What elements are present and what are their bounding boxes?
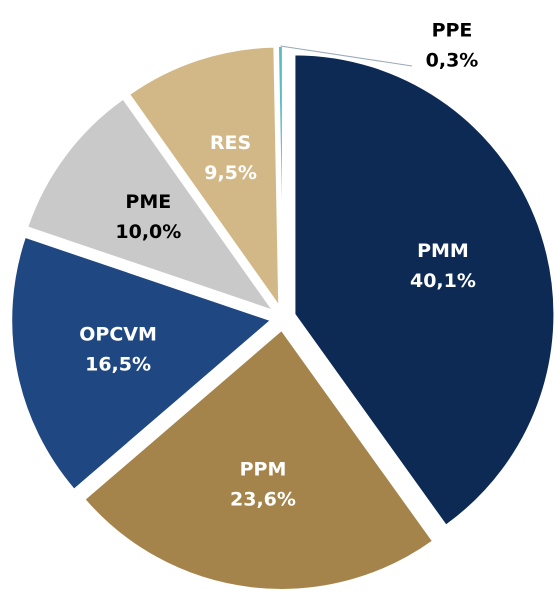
slice-value-label: 23,6% [230,488,296,510]
pie-slice [10,235,274,492]
slice-name: PPM [240,458,287,480]
slice-name: PMM [417,240,469,262]
slice-name: PME [125,191,171,213]
pie-slice [293,53,556,528]
slice-value-label: 0,3% [426,50,479,72]
slice-name: OPCVM [79,323,157,345]
pie-slice [127,45,281,310]
pie-slice [25,97,276,313]
leader-line [280,45,413,67]
slice-name: RES [210,132,251,154]
slice-value-label: 9,5% [204,162,257,184]
pie-slice [82,328,435,591]
slice-value-label: 16,5% [85,353,151,375]
slice-value-label: 10,0% [115,221,181,243]
slice-name: PPE [432,20,473,42]
slice-value-label: 40,1% [410,270,476,292]
